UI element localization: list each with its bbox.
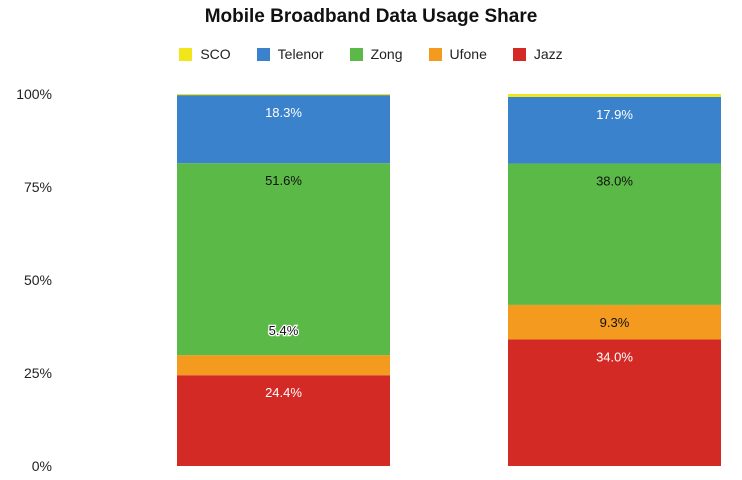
legend-item-ufone: Ufone — [428, 46, 487, 62]
legend-swatch — [512, 47, 526, 61]
y-tick-label: 100% — [16, 86, 52, 102]
chart-legend: SCO Telenor Zong Ufone Jazz — [0, 46, 742, 62]
legend-item-zong: Zong — [349, 46, 403, 62]
bar-segment-jazz — [508, 339, 721, 466]
y-tick-label: 25% — [24, 365, 52, 381]
data-label-telenor: 18.3% — [265, 105, 302, 120]
bar-segment-telenor — [508, 96, 721, 164]
y-tick-label: 75% — [24, 179, 52, 195]
y-tick-label: 0% — [32, 458, 52, 474]
legend-item-jazz: Jazz — [512, 46, 563, 62]
legend-item-telenor: Telenor — [256, 46, 324, 62]
data-label-zong: 38.0% — [596, 174, 633, 189]
legend-item-sco: SCO — [179, 46, 231, 62]
data-label-jazz: 34.0% — [596, 350, 633, 365]
data-label-ufone: 5.4% — [269, 323, 299, 338]
legend-label: Zong — [370, 46, 403, 62]
legend-swatch — [349, 47, 363, 61]
bar-segment-zong — [508, 163, 721, 305]
legend-label: Ufone — [449, 46, 487, 62]
legend-swatch — [179, 47, 193, 61]
chart-title: Mobile Broadband Data Usage Share — [204, 6, 538, 27]
legend-label: Jazz — [533, 46, 563, 62]
data-label-ufone: 9.3% — [600, 315, 630, 330]
bar-segment-sco — [177, 94, 390, 96]
legend-label: Telenor — [277, 46, 324, 62]
data-label-jazz: 24.4% — [265, 385, 302, 400]
data-label-telenor: 17.9% — [596, 107, 633, 122]
y-tick-label: 50% — [24, 272, 52, 288]
legend-label: SCO — [200, 46, 231, 62]
legend-swatch — [428, 47, 442, 61]
bar-segment-sco — [508, 94, 721, 97]
bar-segment-ufone — [177, 355, 390, 376]
data-label-zong: 51.6% — [265, 173, 302, 188]
bar-segment-ufone — [508, 304, 721, 340]
bar-segment-telenor — [177, 95, 390, 164]
bar-segment-zong — [177, 163, 390, 356]
legend-swatch — [256, 47, 270, 61]
bar-segment-jazz — [177, 375, 390, 466]
